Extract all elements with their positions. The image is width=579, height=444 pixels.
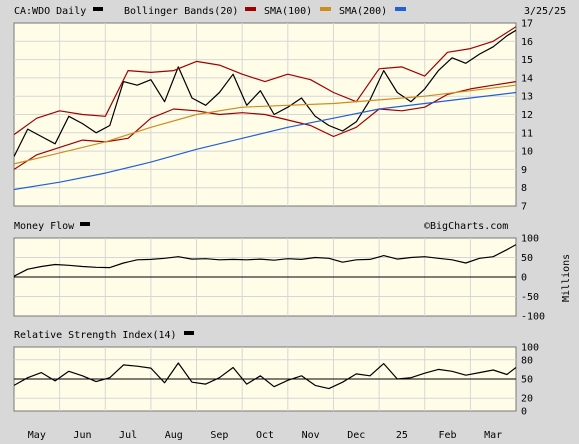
price-tick-label: 9 — [521, 165, 527, 176]
price-tick-label: 7 — [521, 202, 527, 213]
money-flow-title: Money Flow — [14, 221, 75, 232]
month-label: Feb — [439, 430, 457, 441]
price-tick-label: 12 — [521, 110, 533, 121]
watermark: ©BigCharts.com — [424, 221, 508, 232]
price-line-ca-wdo-daily — [14, 29, 516, 157]
month-label: Oct — [256, 430, 274, 441]
price-tick-label: 10 — [521, 147, 533, 158]
rsi-tick-label: 80 — [521, 355, 533, 366]
price-line-sma-200 — [14, 91, 516, 191]
month-label: Dec — [347, 430, 365, 441]
price-line-bollinger-bands-20-upper — [14, 26, 516, 136]
rsi-legend-swatch — [184, 331, 194, 335]
money-flow-gridlines — [14, 238, 516, 316]
price-tick-label: 11 — [521, 128, 533, 139]
month-label: Aug — [165, 430, 183, 441]
price-tick-label: 8 — [521, 183, 527, 194]
date-label: 3/25/25 — [524, 6, 566, 17]
money-flow-tick-label: 50 — [521, 253, 533, 264]
money-flow-tick-label: -100 — [521, 312, 545, 323]
month-label: Sep — [210, 430, 228, 441]
money-flow-axis-ticks: 100 50 0 -50 -100 — [521, 234, 545, 323]
price-line-sma-100 — [14, 84, 516, 165]
price-tick-label: 17 — [521, 19, 533, 30]
rsi-tick-label: 100 — [521, 343, 539, 354]
sma200-legend-swatch — [395, 7, 406, 11]
month-label: Mar — [484, 430, 502, 441]
money-flow-ylabel: Millions — [561, 254, 572, 302]
month-label: Jun — [73, 430, 91, 441]
rsi-tick-label: 50 — [521, 375, 533, 386]
money-flow-legend-swatch — [80, 222, 90, 226]
month-label: Nov — [302, 430, 320, 441]
month-label: 25 — [396, 430, 408, 441]
money-flow-tick-label: 100 — [521, 234, 539, 245]
rsi-tick-label: 20 — [521, 394, 533, 405]
price-series-group — [14, 26, 516, 191]
money-flow-tick-label: 0 — [521, 273, 527, 284]
rsi-gridlines — [14, 347, 516, 411]
rsi-series-group — [14, 362, 516, 390]
sma100-legend-swatch — [320, 7, 331, 11]
price-tick-label: 14 — [521, 73, 533, 84]
price-tick-label: 15 — [521, 55, 533, 66]
rsi-title: Relative Strength Index(14) — [14, 330, 177, 341]
money-flow-tick-label: -50 — [521, 292, 539, 303]
bollinger-legend-swatch — [245, 7, 256, 11]
price-axis-ticks: 7 8 9 10 11 12 13 14 15 16 17 — [521, 19, 533, 213]
rsi-tick-label: 0 — [521, 407, 527, 418]
symbol-label: CA:WDO Daily — [14, 6, 86, 17]
bollinger-legend-label: Bollinger Bands(20) — [124, 6, 238, 17]
price-gridlines — [14, 23, 516, 206]
price-tick-label: 16 — [521, 37, 533, 48]
money-flow-line-money-flow — [14, 244, 516, 277]
sma100-legend-label: SMA(100) — [264, 6, 312, 17]
money-flow-series-group — [14, 244, 516, 277]
month-axis: May Jun Jul Aug Sep Oct Nov Dec 25 Feb Mar — [28, 430, 502, 441]
month-label: Jul — [119, 430, 137, 441]
month-label: May — [28, 430, 46, 441]
rsi-line-relative-strength-index-14 — [14, 362, 516, 390]
sma200-legend-label: SMA(200) — [339, 6, 387, 17]
symbol-legend-swatch — [93, 7, 103, 11]
price-tick-label: 13 — [521, 92, 533, 103]
